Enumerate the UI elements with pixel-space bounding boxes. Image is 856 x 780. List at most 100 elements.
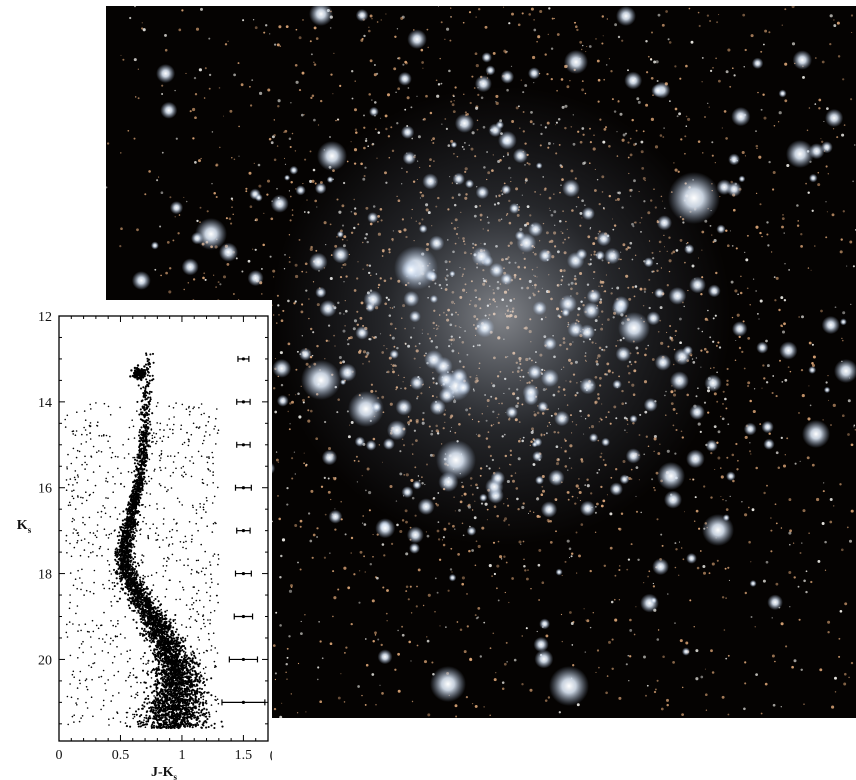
field-star: [404, 60, 408, 64]
bright-star: [686, 449, 705, 469]
bright-star: [763, 438, 775, 450]
field-star: [575, 25, 578, 28]
field-star: [169, 196, 172, 199]
field-star: [645, 103, 649, 107]
field-star: [281, 702, 283, 704]
field-star: [589, 626, 592, 629]
data-point: [141, 704, 144, 707]
field-star: [806, 129, 809, 132]
field-star: [291, 457, 294, 460]
bright-star: [778, 89, 787, 98]
field-star: [192, 137, 195, 140]
bright-star: [365, 302, 375, 313]
bright-star: [668, 172, 720, 224]
field-star: [595, 671, 597, 673]
field-star: [133, 137, 136, 140]
bright-star: [643, 257, 654, 268]
field-star: [842, 78, 845, 81]
field-star: [721, 127, 723, 129]
field-star: [294, 524, 298, 527]
field-star: [222, 275, 227, 279]
field-star: [783, 322, 786, 326]
field-star: [821, 522, 825, 525]
bright-star: [531, 441, 538, 448]
field-star: [771, 617, 773, 619]
field-star: [687, 117, 691, 121]
field-star: [775, 451, 779, 455]
field-star: [746, 234, 749, 237]
field-star: [231, 206, 233, 208]
field-star: [434, 610, 436, 613]
data-point: [221, 725, 224, 728]
field-star: [462, 21, 465, 24]
field-star: [213, 192, 216, 195]
bright-star: [624, 71, 643, 90]
bright-star: [289, 165, 299, 175]
field-star: [309, 179, 313, 183]
field-star: [772, 375, 775, 377]
field-star: [272, 644, 276, 647]
field-star: [751, 508, 755, 512]
field-star: [581, 48, 583, 51]
field-star: [266, 179, 271, 183]
field-star: [198, 159, 201, 163]
data-point: [139, 444, 142, 447]
field-star: [750, 34, 754, 38]
field-star: [271, 135, 275, 139]
field-star: [784, 8, 787, 11]
field-star: [551, 17, 554, 20]
field-star: [839, 609, 843, 613]
field-star: [203, 272, 206, 275]
field-star: [746, 287, 749, 290]
field-star: [583, 608, 585, 610]
bright-star: [319, 300, 337, 318]
field-star: [394, 35, 397, 38]
field-star: [374, 631, 377, 635]
field-star: [781, 381, 784, 383]
data-point: [132, 528, 135, 531]
field-star: [286, 487, 289, 490]
field-star: [566, 85, 570, 89]
bright-star: [538, 248, 553, 263]
field-star: [249, 85, 251, 88]
field-star: [295, 80, 299, 84]
field-star: [457, 553, 460, 556]
bright-star: [512, 148, 528, 164]
bright-star: [535, 475, 544, 485]
bright-star: [616, 6, 636, 26]
bright-star: [471, 246, 492, 267]
field-star: [721, 695, 725, 699]
field-star: [841, 337, 843, 339]
field-star: [653, 489, 656, 492]
data-point: [186, 657, 189, 661]
field-star: [737, 459, 739, 462]
field-star: [850, 14, 854, 17]
field-star: [843, 682, 847, 686]
field-star: [187, 282, 190, 284]
field-star: [682, 558, 685, 561]
field-star: [268, 137, 272, 141]
field-star: [350, 552, 352, 554]
field-star: [270, 217, 274, 221]
field-star: [784, 99, 788, 103]
bright-star: [301, 360, 341, 400]
field-star: [286, 678, 288, 680]
field-star: [773, 125, 776, 127]
field-star: [232, 213, 234, 216]
field-star: [788, 498, 792, 502]
field-star: [822, 490, 825, 493]
field-star: [736, 468, 739, 471]
field-star: [760, 108, 763, 111]
field-star: [334, 508, 336, 510]
field-star: [211, 182, 213, 185]
field-star: [439, 625, 441, 627]
field-star: [777, 121, 780, 123]
field-star: [702, 152, 704, 154]
field-star: [483, 706, 485, 708]
field-star: [629, 618, 632, 622]
field-star: [840, 548, 844, 552]
field-star: [215, 286, 217, 288]
field-star: [582, 44, 584, 47]
data-point: [133, 555, 137, 559]
field-star: [484, 25, 488, 29]
